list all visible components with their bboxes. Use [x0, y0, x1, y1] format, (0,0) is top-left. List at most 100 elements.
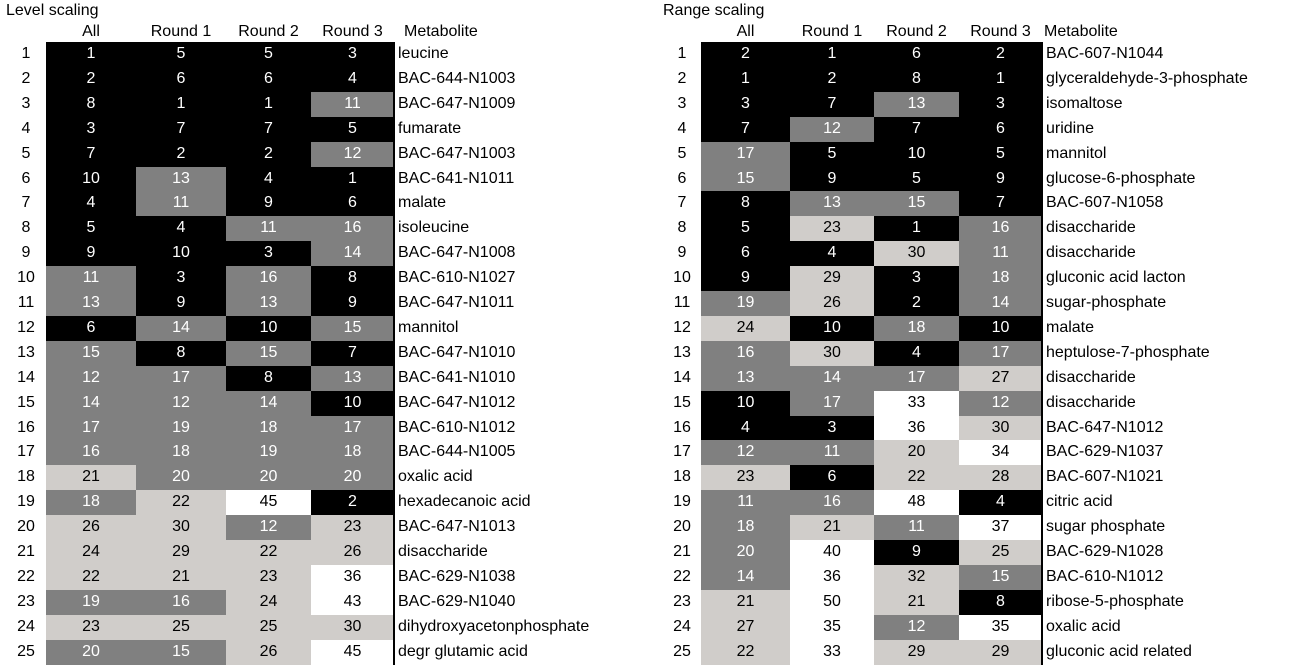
rank-cell: 3 — [226, 241, 311, 266]
rank-cell: 17 — [46, 416, 136, 440]
metabolite-name: BAC-607-N1021 — [1046, 468, 1164, 485]
metabolite-name: BAC-610-N1012 — [1046, 568, 1164, 585]
rank-cell: 23 — [790, 216, 874, 241]
rank-cell: 14 — [136, 316, 226, 341]
column-divider — [393, 42, 395, 665]
rank-cell: 18 — [226, 416, 311, 440]
row-number: 4 — [677, 120, 687, 137]
rank-cell: 18 — [311, 440, 394, 465]
rank-cell: 10 — [959, 316, 1042, 341]
rank-cell: 7 — [874, 117, 959, 142]
rank-cell: 18 — [874, 316, 959, 341]
rank-cell: 13 — [136, 167, 226, 191]
rank-cell: 4 — [136, 216, 226, 241]
rank-cell: 15 — [959, 565, 1042, 590]
row-number: 13 — [17, 344, 35, 361]
rank-cell: 1 — [790, 42, 874, 67]
row-number: 12 — [673, 319, 691, 336]
rank-cell: 2 — [701, 42, 790, 67]
rank-cell: 35 — [959, 615, 1042, 640]
rank-cell: 29 — [136, 540, 226, 565]
rank-cell: 12 — [46, 366, 136, 391]
rank-cell: 20 — [136, 465, 226, 490]
rank-cell: 14 — [959, 291, 1042, 316]
rank-cell: 32 — [874, 565, 959, 590]
row-number: 16 — [17, 419, 35, 436]
rank-cell: 26 — [46, 515, 136, 540]
metabolite-name: disaccharide — [1046, 369, 1136, 386]
rank-cell: 5 — [874, 167, 959, 191]
metabolite-name: malate — [398, 194, 447, 211]
header-metabolite: Metabolite — [404, 23, 478, 40]
row-number: 18 — [17, 468, 35, 485]
rank-cell: 19 — [136, 416, 226, 440]
row-number: 15 — [673, 394, 691, 411]
metabolite-name: BAC-641-N1010 — [398, 369, 516, 386]
rank-cell: 3 — [136, 266, 226, 291]
rank-cell: 26 — [311, 540, 394, 565]
rank-cell: 14 — [311, 241, 394, 266]
rank-cell: 4 — [959, 490, 1042, 515]
rank-cell: 23 — [226, 565, 311, 590]
rank-cell: 15 — [311, 316, 394, 341]
row-number: 24 — [17, 618, 35, 635]
rank-cell: 9 — [226, 191, 311, 216]
rank-cell: 29 — [959, 640, 1042, 665]
metabolite-name: disaccharide — [1046, 394, 1136, 411]
rank-cell: 15 — [226, 341, 311, 366]
rank-cell: 35 — [790, 615, 874, 640]
range-scaling-panel: Range scaling All Round 1 Round 2 Round 3 Met… — [663, 0, 1297, 670]
rank-cell: 24 — [46, 540, 136, 565]
row-number: 5 — [677, 145, 687, 162]
metabolite-name: BAC-607-N1044 — [1046, 45, 1164, 62]
rank-cell: 20 — [874, 440, 959, 465]
row-number: 9 — [21, 244, 31, 261]
row-number: 8 — [677, 219, 687, 236]
metabolite-name: uridine — [1046, 120, 1095, 137]
rank-cell: 1 — [311, 167, 394, 191]
row-number: 6 — [677, 170, 687, 187]
rank-cell: 8 — [136, 341, 226, 366]
rank-cell: 11 — [311, 92, 394, 117]
metabolite-name: citric acid — [1046, 493, 1113, 510]
rank-cell: 6 — [959, 117, 1042, 142]
header-round-1: Round 1 — [801, 23, 863, 40]
rank-cell: 7 — [226, 117, 311, 142]
rank-cell: 26 — [226, 640, 311, 665]
rank-cell: 37 — [959, 515, 1042, 540]
rank-cell: 3 — [959, 92, 1042, 117]
rank-cell: 22 — [226, 540, 311, 565]
header-round-2: Round 2 — [886, 23, 947, 40]
row-number: 22 — [17, 568, 35, 585]
rank-cell: 10 — [701, 391, 790, 416]
row-number: 15 — [17, 394, 35, 411]
row-number: 17 — [17, 443, 35, 460]
metabolite-name: BAC-647-N1003 — [398, 145, 516, 162]
rank-cell: 8 — [874, 67, 959, 92]
rank-cell: 10 — [226, 316, 311, 341]
rank-cell: 16 — [701, 341, 790, 366]
rank-cell: 16 — [311, 216, 394, 241]
rank-cell: 7 — [46, 142, 136, 167]
row-number: 11 — [673, 294, 691, 311]
row-number: 9 — [677, 244, 687, 261]
rank-cell: 11 — [226, 216, 311, 241]
rank-cell: 16 — [136, 590, 226, 615]
metabolite-name: BAC-641-N1011 — [398, 170, 515, 187]
row-number: 14 — [673, 369, 691, 386]
row-number: 2 — [677, 70, 687, 87]
row-number: 2 — [21, 70, 31, 87]
rank-cell: 45 — [226, 490, 311, 515]
row-number: 23 — [673, 593, 691, 610]
rank-cell: 16 — [46, 440, 136, 465]
rank-cell: 21 — [790, 515, 874, 540]
rank-cell: 4 — [874, 341, 959, 366]
rank-cell: 23 — [311, 515, 394, 540]
metabolite-name: disaccharide — [1046, 244, 1136, 261]
header-all: All — [736, 23, 755, 40]
rank-cell: 13 — [46, 291, 136, 316]
metabolite-name: gluconic acid related — [1046, 643, 1192, 660]
row-number: 3 — [677, 95, 687, 112]
metabolite-name: BAC-647-N1008 — [398, 244, 516, 261]
rank-cell: 22 — [701, 640, 790, 665]
